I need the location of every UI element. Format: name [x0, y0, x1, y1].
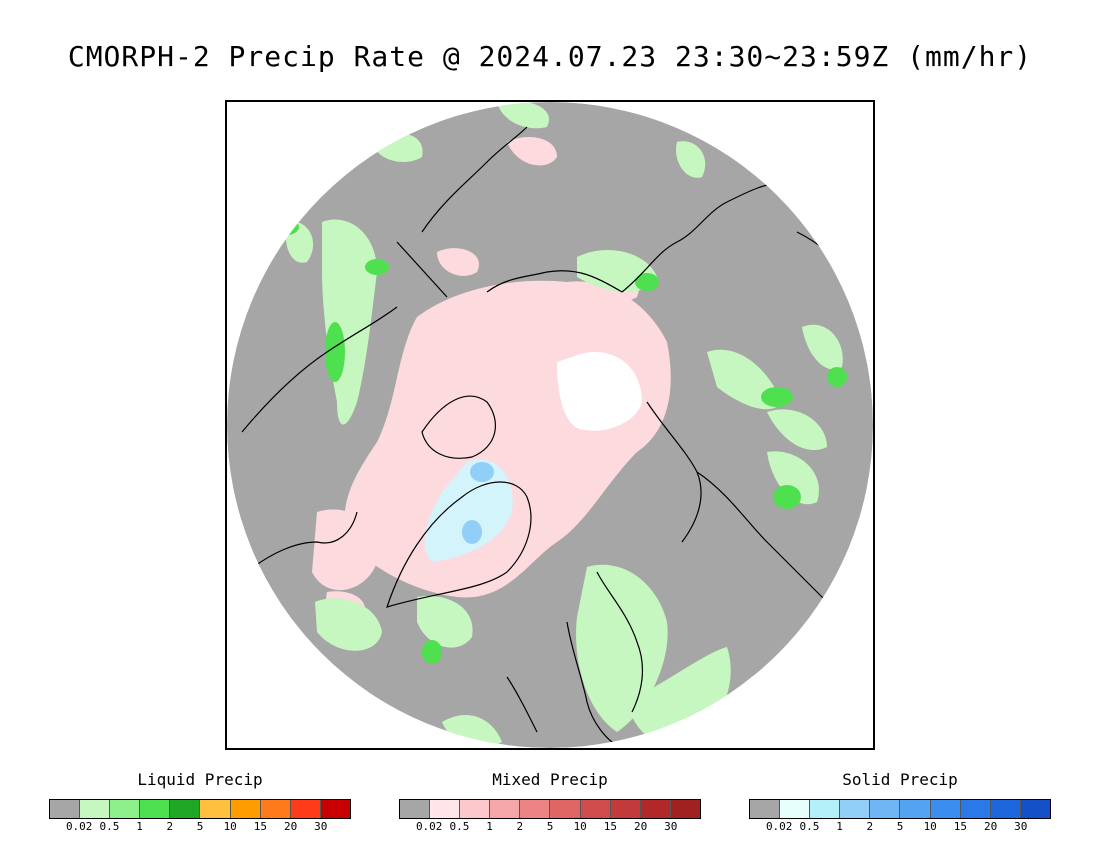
color-swatch — [230, 800, 261, 818]
color-swatch — [200, 800, 231, 818]
color-swatch — [170, 800, 201, 818]
tick-label: 0.02 — [415, 820, 443, 833]
tick-label: 0.02 — [765, 820, 793, 833]
color-swatch — [640, 800, 671, 818]
tick-label: 15 — [953, 820, 968, 833]
color-swatch — [870, 800, 901, 818]
legend-title: Solid Precip — [842, 770, 958, 789]
legend-title: Mixed Precip — [492, 770, 608, 789]
color-swatch — [840, 800, 871, 818]
legend-mixed-precip: Mixed Precip 0.02 0.5 1 2 5 10 15 20 30 — [399, 770, 701, 834]
color-swatch — [520, 800, 551, 818]
tick-label: 5 — [896, 820, 904, 833]
color-swatch — [260, 800, 291, 818]
color-swatch — [610, 800, 641, 818]
color-bar — [399, 799, 701, 819]
liquid-precip-moderate — [275, 219, 847, 664]
color-swatch — [430, 800, 461, 818]
tick-label: 30 — [1014, 820, 1028, 833]
color-swatch — [1020, 800, 1050, 818]
color-swatch — [750, 800, 781, 818]
tick-labels: 0.02 0.5 1 2 5 10 15 20 30 — [749, 820, 1051, 834]
color-swatch — [50, 800, 81, 818]
color-swatch — [490, 800, 521, 818]
color-swatch — [320, 800, 350, 818]
legend-solid-precip: Solid Precip 0.02 0.5 1 2 5 10 15 20 30 — [749, 770, 1051, 834]
color-swatch — [550, 800, 581, 818]
tick-label: 20 — [983, 820, 998, 833]
color-swatch — [780, 800, 811, 818]
coastlines — [241, 126, 848, 748]
tick-label: 2 — [516, 820, 524, 833]
color-bar — [49, 799, 351, 819]
color-swatch — [670, 800, 700, 818]
color-swatch — [290, 800, 321, 818]
tick-label: 1 — [836, 820, 843, 833]
legend-liquid-precip: Liquid Precip 0.02 0.5 1 2 5 10 15 20 30 — [49, 770, 351, 834]
color-swatch — [810, 800, 841, 818]
tick-label: 30 — [664, 820, 678, 833]
tick-label: 1 — [136, 820, 143, 833]
tick-label: 20 — [283, 820, 298, 833]
tick-label: 15 — [253, 820, 268, 833]
tick-label: 2 — [166, 820, 174, 833]
tick-label: 10 — [573, 820, 587, 833]
color-swatch — [930, 800, 961, 818]
color-swatch — [110, 800, 141, 818]
tick-label: 5 — [546, 820, 554, 833]
color-swatch — [80, 800, 111, 818]
color-bar — [749, 799, 1051, 819]
tick-label: 10 — [223, 820, 237, 833]
color-swatch — [400, 800, 431, 818]
tick-label: 5 — [196, 820, 204, 833]
color-swatch — [900, 800, 931, 818]
tick-label: 15 — [603, 820, 618, 833]
tick-label: 0.02 — [65, 820, 93, 833]
tick-label: 20 — [633, 820, 648, 833]
color-swatch — [580, 800, 611, 818]
color-swatch — [960, 800, 991, 818]
tick-label: 30 — [314, 820, 328, 833]
tick-label: 0.5 — [799, 820, 820, 833]
tick-label: 1 — [486, 820, 493, 833]
chart-title: CMORPH-2 Precip Rate @ 2024.07.23 23:30~… — [67, 40, 1033, 73]
polar-map-canvas — [227, 102, 873, 748]
tick-label: 0.5 — [449, 820, 470, 833]
tick-label: 10 — [923, 820, 937, 833]
tick-labels: 0.02 0.5 1 2 5 10 15 20 30 — [49, 820, 351, 834]
no-data-region — [557, 352, 642, 431]
solid-precip-regions — [424, 459, 513, 562]
tick-labels: 0.02 0.5 1 2 5 10 15 20 30 — [399, 820, 701, 834]
polar-precip-map — [225, 100, 875, 750]
color-swatch — [990, 800, 1021, 818]
color-swatch — [140, 800, 171, 818]
color-swatch — [460, 800, 491, 818]
tick-label: 2 — [866, 820, 874, 833]
tick-label: 0.5 — [99, 820, 120, 833]
legend-title: Liquid Precip — [137, 770, 263, 789]
